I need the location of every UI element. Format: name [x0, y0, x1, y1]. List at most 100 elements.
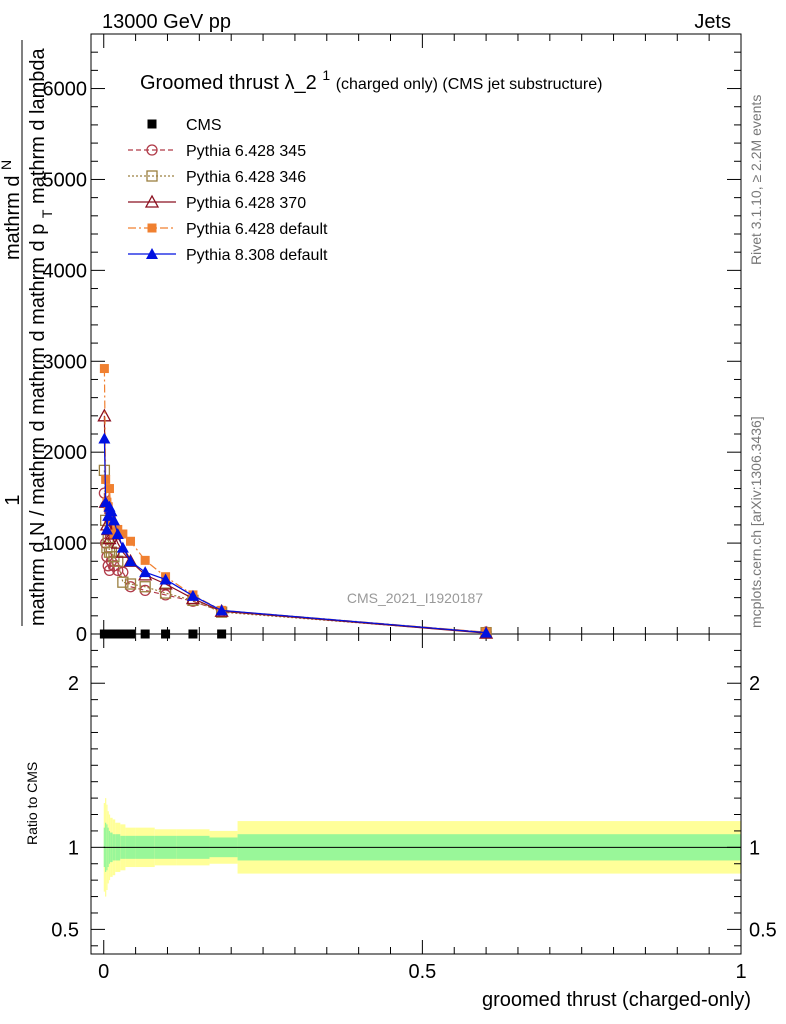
- main-y-tick-label: 0: [76, 624, 87, 646]
- data-point: [116, 541, 129, 553]
- data-point: [112, 564, 124, 577]
- ratio-y-tick-label-right: 1: [749, 837, 760, 859]
- ratio-y-tick-label-left: 2: [68, 673, 79, 695]
- data-point: [107, 514, 120, 526]
- legend-entry: Pythia 6.428 345: [128, 143, 306, 160]
- data-point: [118, 629, 128, 639]
- data-point: [113, 629, 123, 639]
- ratio-y-tick-label-right: 2: [749, 673, 760, 695]
- data-point: [100, 523, 113, 535]
- data-point: [111, 528, 124, 539]
- legend-label: Pythia 8.308 default: [186, 247, 328, 264]
- legend-marker: [147, 119, 157, 129]
- data-point: [105, 505, 118, 517]
- ylabel-num-T: T: [39, 209, 55, 218]
- header-left: 13000 GeV pp: [102, 11, 231, 33]
- x-axis-label: groomed thrust (charged-only): [482, 989, 751, 1011]
- ylabel-one: 1: [2, 494, 24, 505]
- legend-marker: [146, 248, 158, 259]
- title-main: Groomed thrust: [140, 72, 279, 94]
- legend-label: Pythia 6.428 346: [186, 169, 306, 186]
- ratio-y-tick-label-left: 0.5: [51, 919, 79, 941]
- main-y-tick-label: 5000: [43, 169, 88, 191]
- data-point: [159, 587, 172, 599]
- legend-marker: [146, 170, 158, 182]
- x-axis: 0 0.5 1: [98, 34, 747, 983]
- ylabel-num-1: mathrm d N / mathrm d mathrm d: [27, 330, 49, 626]
- main-y-axis: 0 1000 2000 3000 4000 5000 6000: [43, 33, 741, 646]
- x-tick-label: 0.5: [408, 961, 436, 983]
- data-point: [124, 555, 137, 567]
- main-ylabel: 1 mathrm d N / mathrm d mathrm d mathrm …: [0, 40, 57, 626]
- data-point: [140, 555, 150, 565]
- data-point: [480, 626, 493, 638]
- data-point: [140, 629, 150, 639]
- svg-text:Groomed thrust λ_2: Groomed thrust λ_2 1 (charged only) (CMS…: [140, 63, 602, 94]
- main-y-tick-label: 3000: [43, 351, 88, 373]
- title-extra: (charged only) (CMS jet substructure): [336, 76, 603, 93]
- ratio-y-axis: 0.5 0.5 1 1 2 2: [51, 649, 777, 947]
- data-point: [99, 364, 109, 374]
- legend-label: Pythia 6.428 default: [186, 221, 328, 238]
- data-point: [104, 484, 114, 494]
- title-lambda: λ_2: [285, 72, 317, 94]
- series-5: [98, 432, 493, 638]
- header-right: Jets: [694, 11, 731, 33]
- legend-entry: Pythia 8.308 default: [128, 247, 328, 264]
- rivet-label: Rivet 3.1.10, ≥ 2.2M events: [748, 95, 764, 265]
- ylabel-num-3: mathrm d lambda: [27, 47, 49, 203]
- ratio-y-tick-label-right: 0.5: [749, 919, 777, 941]
- series-1: [98, 487, 492, 638]
- data-point: [161, 629, 171, 639]
- data-point: [117, 576, 129, 588]
- data-point: [118, 529, 128, 539]
- main-y-tick-label: 6000: [43, 79, 88, 101]
- ylabel-top-N: N: [0, 160, 14, 170]
- legend-marker: [146, 144, 158, 156]
- title-sup: 1: [322, 67, 330, 83]
- legend-marker: [144, 194, 160, 208]
- legend-label: Pythia 6.428 345: [186, 143, 306, 160]
- ylabel-top-1: mathrm d: [2, 176, 24, 260]
- legend-entry: CMS: [147, 117, 222, 134]
- data-point: [109, 529, 119, 539]
- ylabel-top: mathrm d N: [0, 160, 24, 260]
- data-point: [217, 629, 227, 639]
- data-point: [97, 408, 112, 422]
- legend-marker: [147, 223, 157, 233]
- data-point: [98, 432, 111, 444]
- series-line: [103, 470, 487, 634]
- legend-label: CMS: [186, 117, 222, 134]
- data-point: [139, 566, 152, 578]
- data-point: [124, 578, 137, 590]
- series-layer: [97, 364, 494, 639]
- data-point: [139, 581, 151, 593]
- legend-entry: Pythia 6.428 default: [128, 221, 328, 238]
- analysis-watermark: CMS_2021_I1920187: [347, 590, 483, 606]
- series-line: [103, 493, 487, 633]
- x-tick-label: 1: [735, 961, 746, 983]
- data-point: [126, 536, 136, 546]
- ratio-y-tick-label-left: 1: [68, 837, 79, 859]
- data-point: [126, 629, 136, 639]
- data-point: [188, 629, 198, 639]
- series-2: [98, 464, 492, 639]
- data-point: [215, 604, 228, 616]
- ylabel-numerator: mathrm d N / mathrm d mathrm d mathrm d …: [27, 47, 57, 626]
- legend: CMS Pythia 6.428 345 Pythia 6.428 346 Pythi…: [128, 117, 328, 264]
- ratio-ylabel: Ratio to CMS: [24, 762, 40, 845]
- legend-entry: Pythia 6.428 346: [128, 169, 306, 186]
- data-point: [159, 573, 172, 585]
- legend-label: Pythia 6.428 370: [186, 195, 306, 212]
- x-tick-label: 0: [98, 961, 109, 983]
- main-y-tick-label: 1000: [43, 533, 88, 555]
- data-point: [186, 589, 199, 601]
- ylabel-num-2: mathrm d p: [27, 224, 49, 325]
- main-y-tick-label: 2000: [43, 442, 88, 464]
- ratio-frame: [90, 633, 742, 955]
- series-0: [99, 629, 227, 639]
- legend-entry: Pythia 6.428 370: [128, 194, 306, 212]
- main-y-tick-label: 4000: [43, 260, 88, 282]
- mcplots-label: mcplots.cern.ch [arXiv:1306.3436]: [748, 416, 764, 628]
